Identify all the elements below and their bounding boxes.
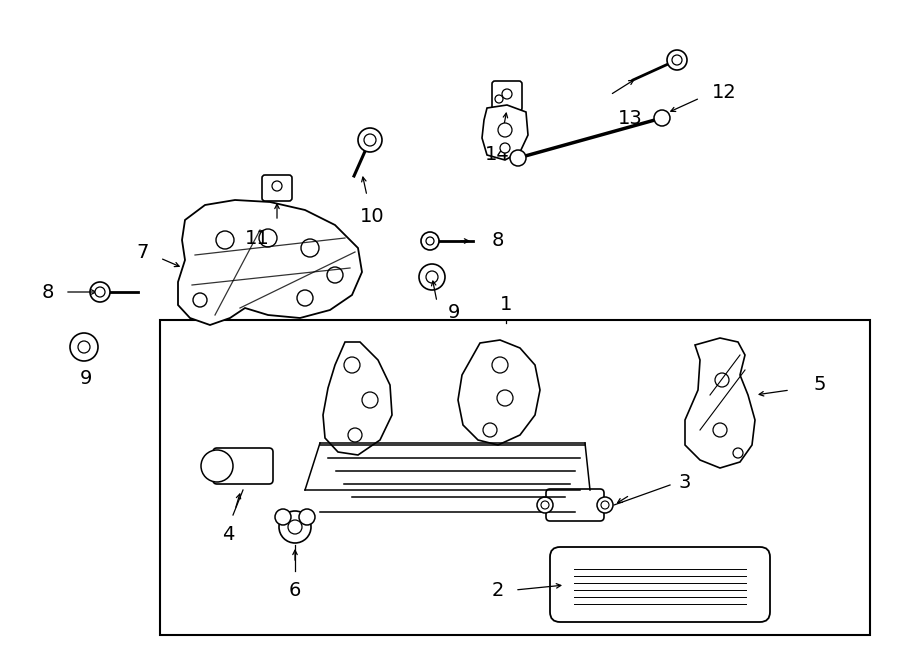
Text: 9: 9 (448, 303, 460, 321)
Circle shape (216, 231, 234, 249)
Circle shape (279, 511, 311, 543)
Text: 8: 8 (491, 231, 504, 251)
Text: 2: 2 (491, 580, 504, 600)
Text: 11: 11 (245, 229, 269, 247)
Circle shape (358, 128, 382, 152)
FancyBboxPatch shape (213, 448, 273, 484)
Text: 3: 3 (679, 473, 691, 492)
Circle shape (90, 282, 110, 302)
FancyBboxPatch shape (550, 547, 770, 622)
Text: 10: 10 (360, 206, 384, 225)
Circle shape (78, 341, 90, 353)
Circle shape (297, 290, 313, 306)
Text: 14: 14 (484, 145, 509, 163)
Circle shape (537, 497, 553, 513)
Circle shape (364, 134, 376, 146)
Circle shape (301, 239, 319, 257)
Text: 12: 12 (712, 83, 736, 102)
Circle shape (344, 357, 360, 373)
Circle shape (483, 423, 497, 437)
Circle shape (497, 390, 513, 406)
Circle shape (713, 423, 727, 437)
FancyBboxPatch shape (262, 175, 292, 201)
Circle shape (601, 501, 609, 509)
Text: 13: 13 (617, 108, 643, 128)
Circle shape (715, 373, 729, 387)
Circle shape (327, 267, 343, 283)
Polygon shape (482, 105, 528, 160)
Polygon shape (458, 340, 540, 445)
Circle shape (348, 428, 362, 442)
Text: 6: 6 (289, 582, 302, 600)
Polygon shape (323, 342, 392, 455)
Circle shape (654, 110, 670, 126)
Polygon shape (685, 338, 755, 468)
Circle shape (541, 501, 549, 509)
FancyBboxPatch shape (492, 81, 522, 111)
Circle shape (492, 357, 508, 373)
Circle shape (362, 392, 378, 408)
Circle shape (201, 450, 233, 482)
Circle shape (667, 50, 687, 70)
Circle shape (733, 448, 743, 458)
Circle shape (193, 293, 207, 307)
Circle shape (597, 497, 613, 513)
Circle shape (426, 271, 438, 283)
Text: 7: 7 (137, 243, 149, 262)
Circle shape (70, 333, 98, 361)
Circle shape (498, 123, 512, 137)
Circle shape (275, 509, 291, 525)
Circle shape (421, 232, 439, 250)
Circle shape (288, 520, 302, 534)
Text: 9: 9 (80, 369, 92, 389)
Circle shape (510, 150, 526, 166)
Circle shape (500, 143, 510, 153)
Text: 5: 5 (814, 375, 826, 395)
Circle shape (272, 181, 282, 191)
Circle shape (419, 264, 445, 290)
Text: 4: 4 (221, 525, 234, 545)
Bar (160, 320, 870, 635)
Circle shape (495, 95, 503, 103)
Text: 1: 1 (500, 295, 512, 315)
Circle shape (672, 55, 682, 65)
Text: 8: 8 (41, 282, 54, 301)
Polygon shape (178, 200, 362, 325)
Circle shape (259, 229, 277, 247)
Circle shape (299, 509, 315, 525)
FancyBboxPatch shape (546, 489, 604, 521)
Circle shape (426, 237, 434, 245)
Circle shape (95, 287, 105, 297)
Circle shape (502, 89, 512, 99)
